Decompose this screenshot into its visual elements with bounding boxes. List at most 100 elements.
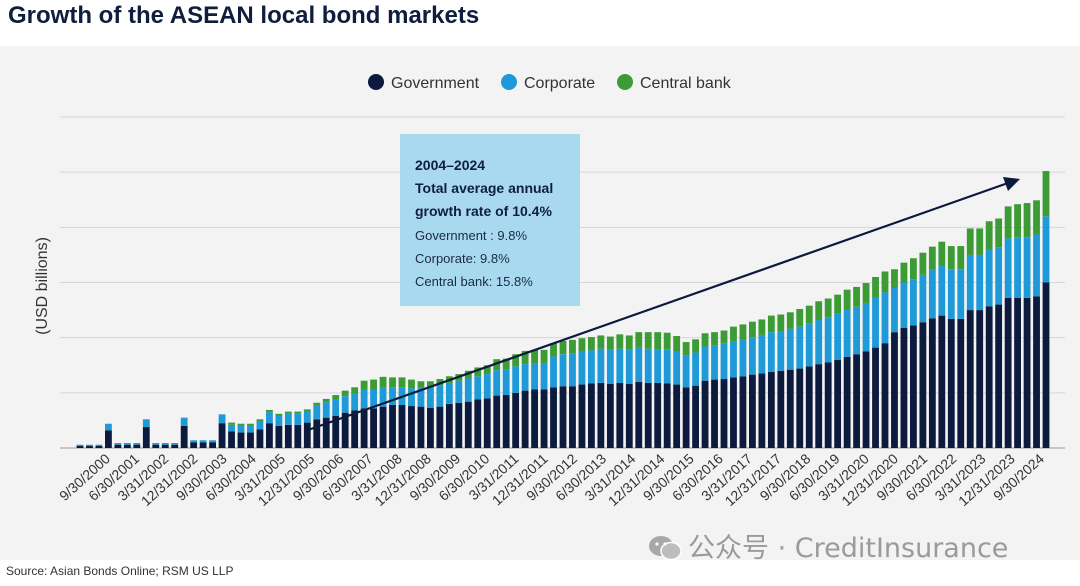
bar-segment-government	[266, 423, 273, 448]
bar-segment-corporate	[644, 348, 652, 383]
bar-segment-government	[569, 386, 576, 448]
bar-segment-corporate	[616, 348, 624, 383]
bar-segment-government	[360, 408, 368, 448]
bar-segment-central-bank	[881, 271, 889, 293]
bar-segment-government	[682, 387, 690, 448]
bar-segment-corporate	[1042, 216, 1050, 283]
bar-segment-corporate	[483, 374, 491, 399]
bar-segment-government	[152, 444, 160, 448]
bar-segment-government	[256, 429, 264, 448]
bar-segment-central-bank	[767, 315, 775, 333]
bar-segment-corporate	[493, 370, 501, 396]
bar-segment-central-bank	[616, 334, 624, 349]
bar-segment-central-bank	[294, 411, 302, 414]
bar-segment-corporate	[673, 351, 681, 385]
bar-segment-government	[133, 444, 141, 448]
bar-segment-central-bank	[701, 333, 709, 347]
bar-segment-central-bank	[824, 298, 832, 318]
bar-segment-government	[341, 412, 349, 448]
bar-segment-corporate	[985, 249, 993, 307]
bar-segment-corporate	[625, 349, 633, 384]
bar-segment-central-bank	[1023, 203, 1031, 238]
bar-segment-central-bank	[739, 324, 747, 340]
bar-segment-government	[881, 343, 889, 448]
bar-segment-corporate	[190, 440, 198, 443]
bar-segment-central-bank	[862, 283, 870, 303]
bar-segment-government	[464, 401, 472, 448]
bar-segment-central-bank	[834, 294, 842, 314]
bar-segment-government	[957, 318, 965, 448]
bar-segment-central-bank	[493, 359, 501, 371]
bar-segment-corporate	[891, 288, 898, 333]
bar-segment-central-bank	[569, 339, 576, 354]
annotation-box	[400, 134, 580, 306]
bar-segment-government	[777, 370, 785, 448]
bar-segment-government	[86, 445, 93, 448]
bar-segment-central-bank	[872, 276, 879, 298]
bar-segment-central-bank	[796, 308, 804, 327]
bar-segment-central-bank	[474, 367, 482, 377]
bar-segment-government	[588, 383, 595, 448]
annotation-heading: 2004–2024	[415, 157, 485, 173]
bar-segment-corporate	[389, 387, 396, 405]
bar-segment-corporate	[682, 355, 690, 388]
bar-segment-government	[370, 408, 377, 448]
bar-segment-government	[521, 390, 529, 448]
bar-segment-corporate	[976, 254, 984, 311]
bar-segment-central-bank	[749, 321, 756, 338]
bar-segment-central-bank	[720, 330, 728, 344]
bar-segment-central-bank	[502, 358, 510, 370]
bar-segment-corporate	[171, 443, 179, 445]
bar-segment-corporate	[654, 349, 662, 383]
bar-segment-corporate	[123, 443, 131, 445]
bar-segment-central-bank	[247, 423, 254, 426]
bar-segment-corporate	[247, 425, 254, 433]
bar-segment-government	[502, 395, 510, 448]
bar-segment-corporate	[928, 269, 936, 319]
bar-segment-central-bank	[635, 332, 643, 348]
bar-segment-government	[417, 406, 425, 449]
bar-segment-central-bank	[815, 301, 823, 321]
bar-segment-corporate	[455, 380, 463, 403]
bar-segment-corporate	[957, 269, 965, 319]
bar-segment-corporate	[86, 444, 93, 446]
bar-segment-government	[445, 403, 453, 448]
bar-segment-government	[427, 407, 434, 448]
bar-segment-government	[142, 427, 150, 448]
y-axis-label: (USD billions)	[34, 237, 51, 335]
bar-segment-central-bank	[758, 319, 766, 335]
bar-segment-government	[171, 444, 179, 448]
bar-segment-government	[824, 362, 832, 448]
bar-segment-government	[786, 369, 794, 448]
bar-segment-government	[625, 384, 633, 448]
bar-segment-corporate	[133, 443, 141, 445]
bar-segment-corporate	[796, 326, 804, 369]
bar-segment-corporate	[843, 309, 851, 357]
bar-segment-corporate	[294, 413, 302, 425]
annotation-line3: growth rate of 10.4%	[415, 203, 552, 219]
bar-segment-corporate	[900, 282, 908, 328]
bar-segment-corporate	[445, 382, 453, 404]
bar-segment-corporate	[588, 350, 595, 384]
bar-segment-government	[1014, 297, 1021, 448]
bar-segment-government	[76, 445, 84, 448]
annotation-line2: Total average annual	[415, 180, 553, 196]
bar-segment-corporate	[114, 443, 122, 445]
bar-segment-central-bank	[1004, 206, 1012, 239]
bar-segment-government	[900, 327, 908, 448]
bar-segment-central-bank	[228, 422, 235, 425]
bar-segment-corporate	[313, 404, 321, 420]
bar-segment-central-bank	[654, 332, 662, 350]
bar-segment-central-bank	[786, 312, 794, 329]
bar-segment-corporate	[531, 363, 538, 390]
bar-segment-corporate	[332, 399, 340, 416]
bar-segment-corporate	[597, 348, 605, 383]
bar-segment-corporate	[417, 387, 425, 407]
bar-segment-government	[474, 399, 482, 448]
bar-segment-central-bank	[928, 246, 936, 270]
bar-segment-central-bank	[370, 379, 377, 390]
bar-segment-central-bank	[550, 343, 557, 357]
bar-segment-corporate	[758, 334, 766, 374]
bar-segment-government	[275, 425, 283, 448]
bar-segment-central-bank	[521, 350, 529, 365]
